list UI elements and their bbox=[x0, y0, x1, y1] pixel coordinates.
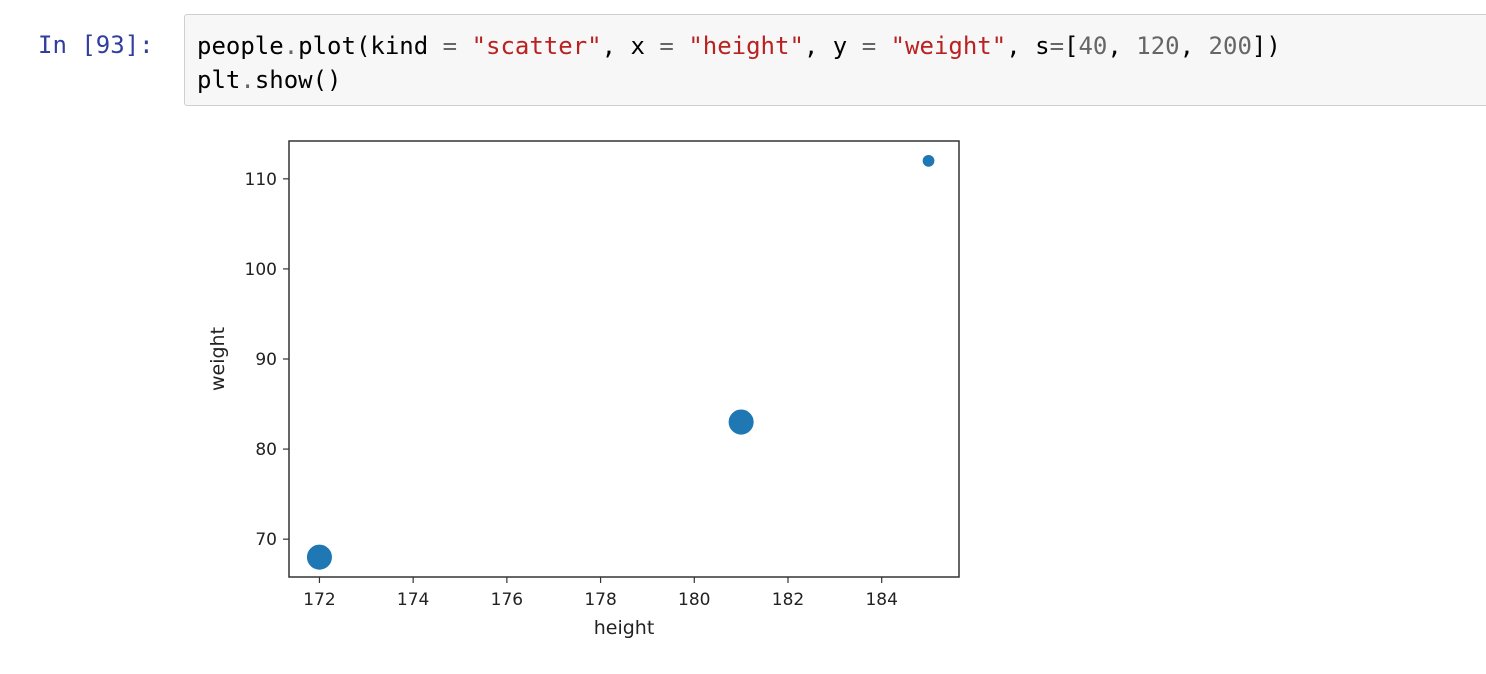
scatter-point bbox=[306, 544, 332, 570]
scatter-point bbox=[728, 409, 754, 435]
code-token: , bbox=[1107, 32, 1137, 60]
code-token: 40 bbox=[1078, 32, 1108, 60]
cell-output: 172 174 176 178 180 182 184 70 80 90 100 110 height w… bbox=[200, 122, 1000, 662]
code-token: [ bbox=[1064, 32, 1079, 60]
code-token: "scatter" bbox=[471, 32, 602, 60]
code-token bbox=[876, 32, 890, 60]
code-token: , y bbox=[803, 32, 862, 60]
x-tick-label: 182 bbox=[772, 590, 804, 610]
code-token: , s bbox=[1006, 32, 1050, 60]
x-tick-label: 174 bbox=[397, 590, 429, 610]
code-token: 120 bbox=[1136, 32, 1180, 60]
x-tick-label: 184 bbox=[865, 590, 897, 610]
x-axis-label: height bbox=[594, 617, 655, 639]
plot-frame bbox=[288, 140, 960, 578]
code-token: = bbox=[442, 32, 458, 60]
code-token: . bbox=[240, 66, 255, 94]
code-token: . bbox=[283, 32, 299, 60]
code-token: 200 bbox=[1208, 32, 1252, 60]
code-token: plt bbox=[197, 66, 241, 94]
code-token: ]) bbox=[1251, 32, 1281, 60]
code-token: "height" bbox=[688, 32, 804, 60]
x-tick-label: 176 bbox=[491, 590, 523, 610]
code-token bbox=[674, 32, 688, 60]
code-token: = bbox=[659, 32, 674, 60]
y-tick-label: 100 bbox=[245, 260, 277, 280]
code-token: = bbox=[1049, 32, 1065, 60]
code-line: people.plot(kind = "scatter", x = "heigh… bbox=[197, 32, 1281, 60]
scatter-plot: 172 174 176 178 180 182 184 70 80 90 100 110 height w… bbox=[207, 140, 960, 639]
y-tick-label: 70 bbox=[255, 530, 277, 550]
y-tick-label: 90 bbox=[255, 350, 277, 370]
scatter-point bbox=[922, 154, 935, 167]
y-tick-label: 110 bbox=[245, 170, 277, 190]
code-token: , bbox=[1179, 32, 1209, 60]
code-cell-input[interactable]: people.plot(kind = "scatter", x = "heigh… bbox=[184, 14, 1486, 106]
x-tick-label: 178 bbox=[584, 590, 616, 610]
x-tick-label: 180 bbox=[678, 590, 710, 610]
code-token: people bbox=[197, 32, 284, 60]
code-token: "weight" bbox=[890, 32, 1007, 60]
code-token: show() bbox=[254, 66, 342, 94]
cell-prompt: In [93]: bbox=[38, 31, 154, 59]
y-axis-label: weight bbox=[207, 327, 229, 391]
y-tick-label: 80 bbox=[255, 440, 277, 460]
code-token: = bbox=[861, 32, 877, 60]
code-token bbox=[457, 32, 471, 60]
code-token: plot(kind bbox=[298, 32, 443, 60]
code-editor[interactable]: people.plot(kind = "scatter", x = "heigh… bbox=[197, 29, 1281, 97]
code-token: , x bbox=[601, 32, 660, 60]
code-line: plt.show() bbox=[197, 66, 342, 94]
x-tick-label: 172 bbox=[303, 590, 335, 610]
